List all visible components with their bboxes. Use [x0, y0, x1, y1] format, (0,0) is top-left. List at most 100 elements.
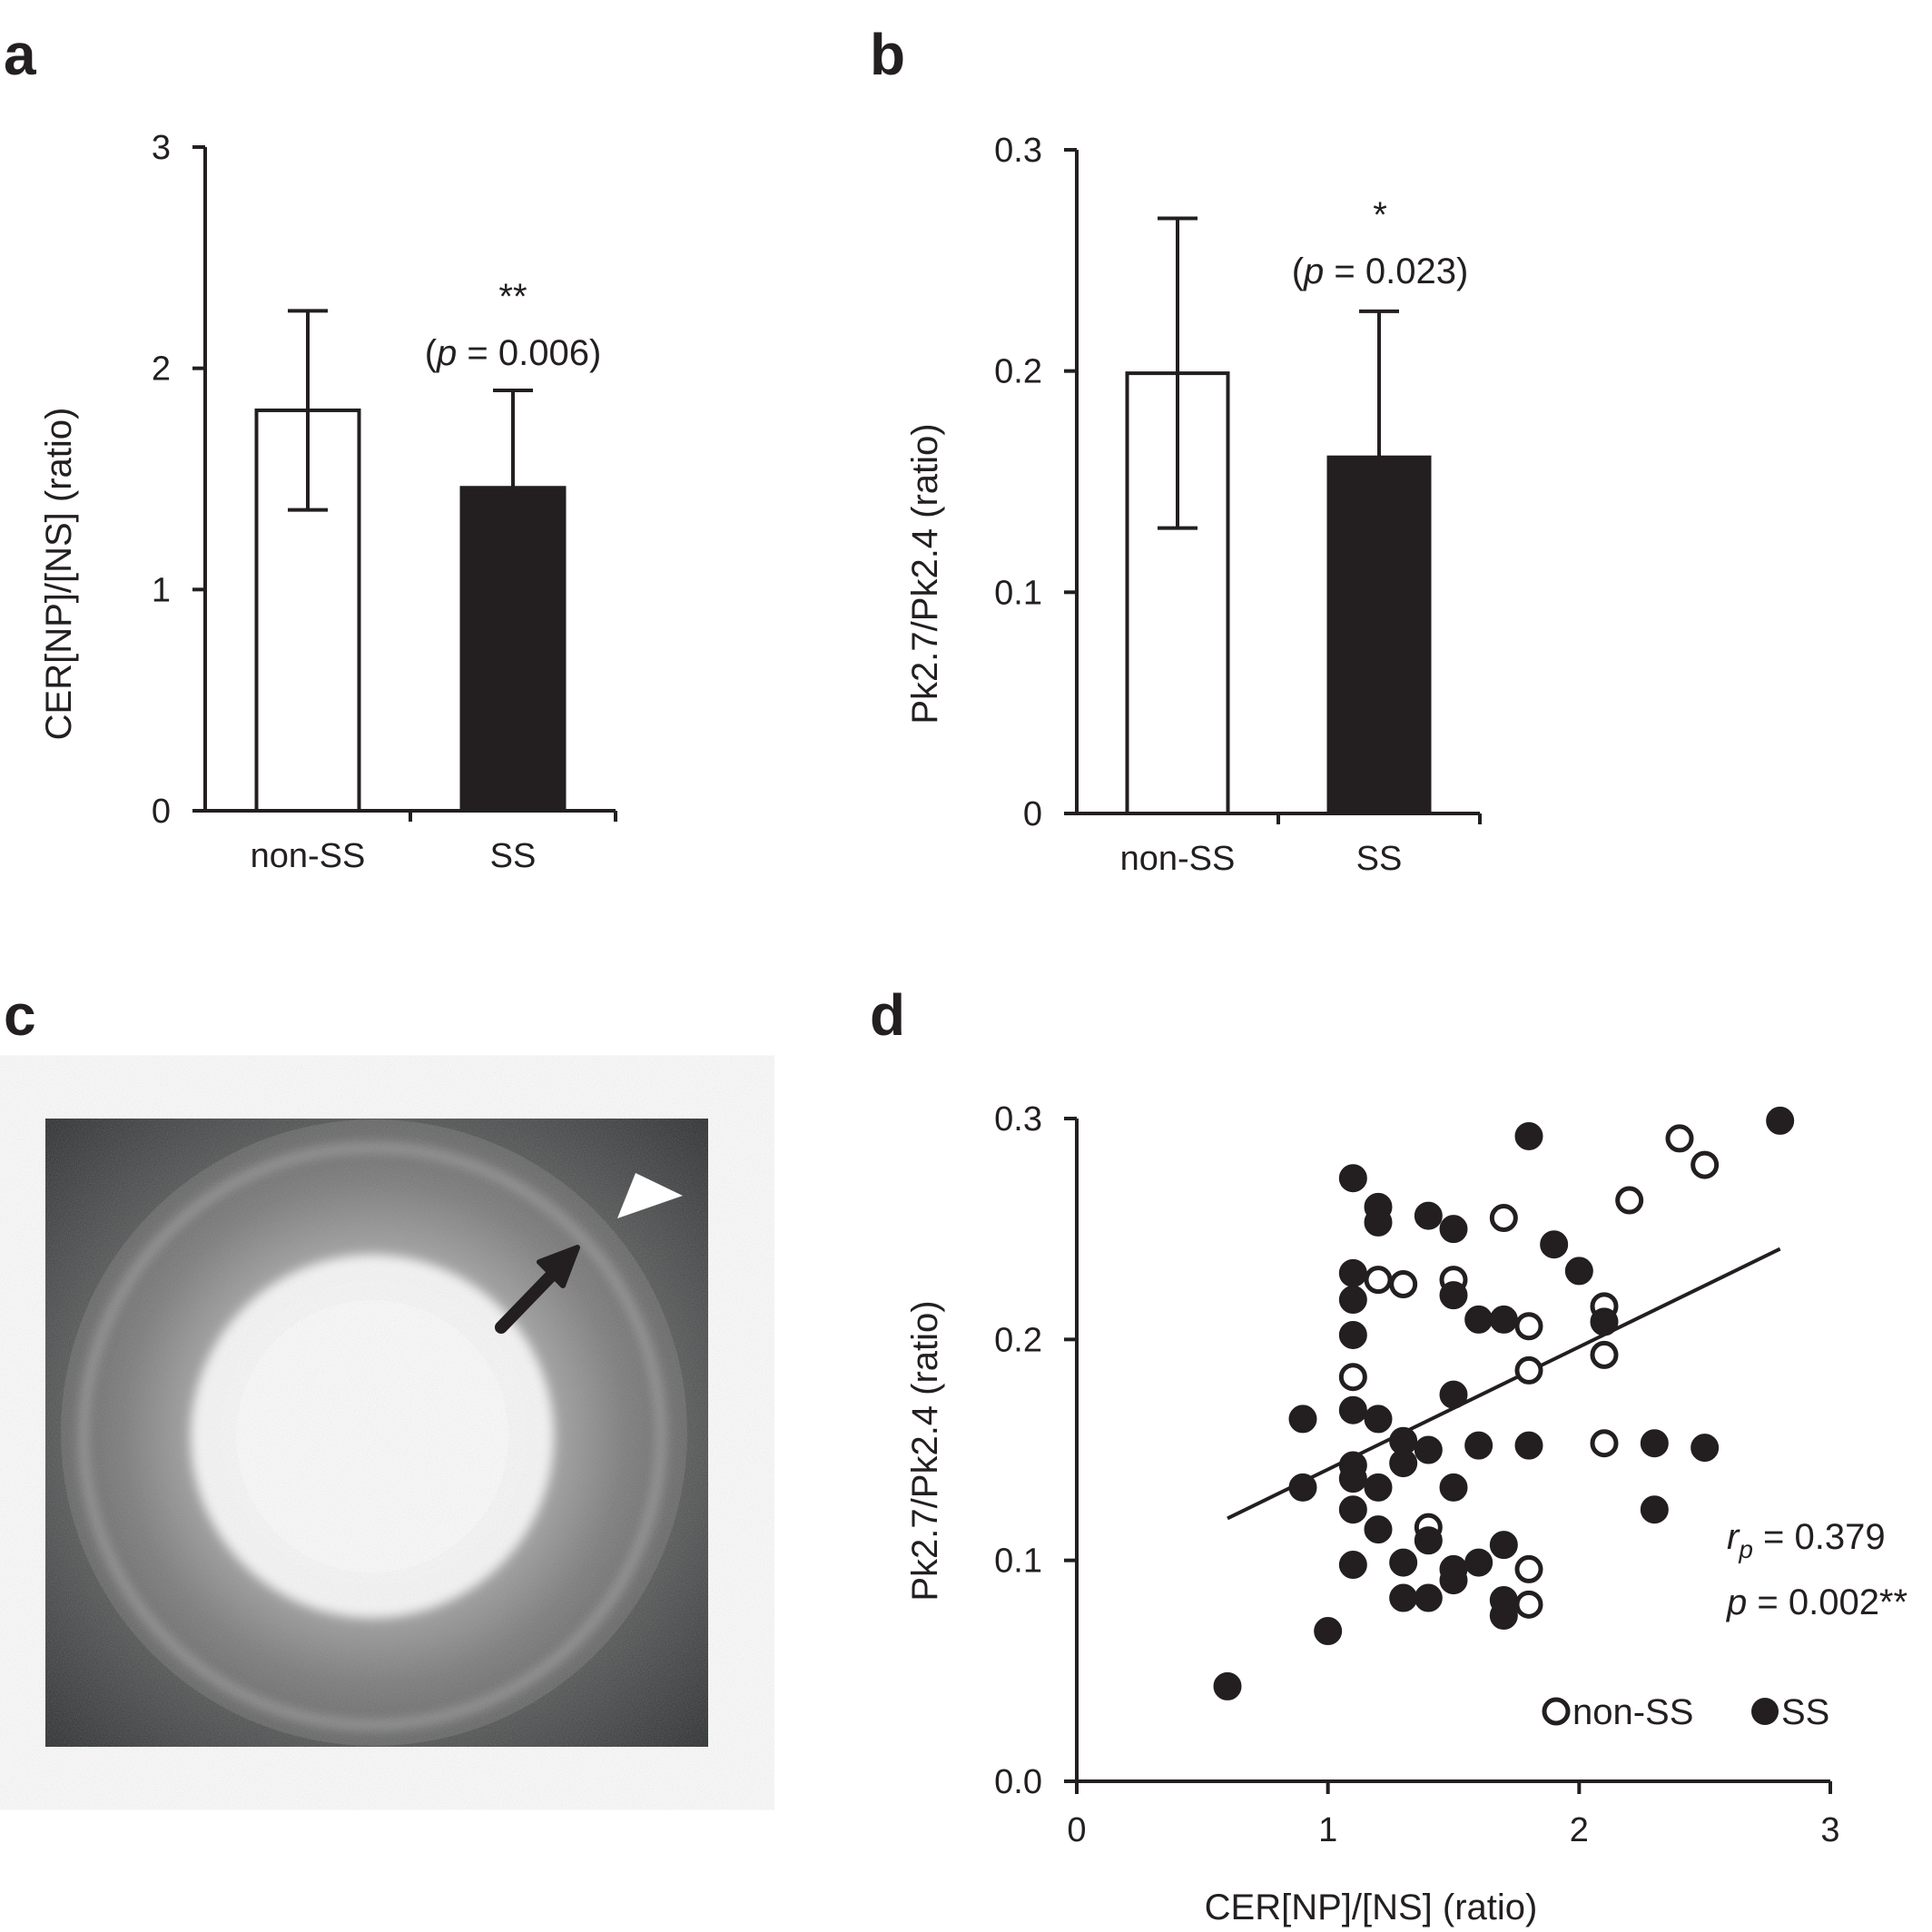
y-tick-label: 0.2: [994, 353, 1042, 391]
y-tick-label: 1: [152, 571, 171, 609]
correlation-p-value: p = 0.002**: [1726, 1582, 1907, 1622]
point-ss: [1338, 1164, 1367, 1193]
y-tick-label: 0.3: [994, 1100, 1042, 1138]
point-non-ss: [1514, 1590, 1543, 1619]
point-ss: [1690, 1434, 1720, 1463]
y-tick-label: 0.1: [994, 574, 1042, 612]
point-non-ss: [1514, 1554, 1543, 1583]
y-tick-label: 0.3: [994, 132, 1042, 170]
p-value-annotation-b: (p = 0.023): [1292, 251, 1469, 291]
y-tick-label: 2: [152, 350, 171, 389]
point-ss: [1338, 1258, 1367, 1287]
legend: non-SS SS: [1542, 1692, 1829, 1732]
arrowhead-marker-icon: [617, 1173, 683, 1218]
point-ss: [1288, 1405, 1317, 1434]
arrow-icon: [495, 1245, 580, 1334]
point-non-ss: [1590, 1340, 1619, 1369]
point-ss: [1439, 1566, 1468, 1595]
x-tick-label: SS: [1356, 840, 1403, 878]
point-ss: [1389, 1583, 1418, 1612]
x-tick-label: 0: [1067, 1811, 1086, 1849]
point-ss: [1464, 1431, 1493, 1460]
point-non-ss: [1364, 1266, 1393, 1295]
point-ss: [1640, 1495, 1669, 1524]
point-ss: [1489, 1305, 1518, 1334]
point-ss: [1439, 1380, 1468, 1409]
point-ss: [1590, 1307, 1619, 1336]
p-value-annotation-a: (p = 0.006): [425, 333, 602, 373]
y-tick-label: 0.1: [994, 1543, 1042, 1581]
scatter-chart-d: 0.0 0.1 0.2 0.3 0 1 2 3: [994, 1100, 1839, 1849]
x-tick-label: non-SS: [251, 837, 366, 875]
x-axis-label-d: CER[NP]/[NS] (ratio): [1205, 1888, 1538, 1927]
x-tick-label: 2: [1570, 1811, 1589, 1849]
point-ss: [1414, 1526, 1443, 1555]
point-ss: [1364, 1208, 1393, 1237]
point-ss: [1766, 1106, 1795, 1135]
correlation-coefficient: rp = 0.379: [1727, 1517, 1886, 1563]
y-tick-label: 0: [152, 793, 171, 831]
point-ss: [1364, 1515, 1393, 1544]
bar-ss: [1326, 455, 1432, 815]
x-tick-label: SS: [490, 837, 537, 875]
point-ss: [1338, 1320, 1367, 1349]
point-non-ss: [1389, 1270, 1418, 1298]
point-ss: [1489, 1531, 1518, 1560]
point-ss: [1464, 1548, 1493, 1577]
point-ss: [1540, 1230, 1569, 1259]
point-ss: [1338, 1464, 1367, 1493]
point-ss: [1389, 1548, 1418, 1577]
point-ss: [1564, 1257, 1593, 1286]
legend-marker-non-ss: [1542, 1697, 1571, 1726]
point-ss: [1514, 1431, 1543, 1460]
point-ss: [1364, 1405, 1393, 1434]
y-tick-label: 0.2: [994, 1321, 1042, 1359]
point-non-ss: [1590, 1429, 1619, 1458]
point-ss: [1414, 1435, 1443, 1464]
point-ss: [1314, 1617, 1343, 1646]
legend-marker-ss: [1751, 1698, 1779, 1725]
point-non-ss: [1690, 1150, 1720, 1179]
y-axis-label-a: CER[NP]/[NS] (ratio): [39, 408, 79, 741]
panel-label-d: d: [870, 982, 905, 1048]
point-ss: [1338, 1395, 1367, 1424]
x-tick-label: non-SS: [1120, 840, 1236, 878]
bar-chart-a: 0 1 2 3 non-SS SS: [152, 129, 617, 875]
point-ss: [1338, 1286, 1367, 1315]
y-axis-label-d: Pk2.7/Pk2.4 (ratio): [905, 1300, 945, 1601]
bar-ss: [459, 486, 567, 813]
legend-label-ss: SS: [1781, 1692, 1829, 1732]
point-ss: [1213, 1671, 1242, 1700]
point-ss: [1414, 1583, 1443, 1612]
x-tick-label: 3: [1820, 1811, 1839, 1849]
point-non-ss: [1338, 1363, 1367, 1392]
x-tick-label: 1: [1318, 1811, 1337, 1849]
point-ss: [1338, 1551, 1367, 1580]
regression-line: [1227, 1247, 1781, 1521]
point-ss: [1640, 1429, 1669, 1458]
point-ss: [1439, 1215, 1468, 1244]
legend-label-non-ss: non-SS: [1572, 1692, 1693, 1732]
point-ss: [1364, 1473, 1393, 1502]
diffraction-image: [45, 1119, 708, 1747]
y-tick-label: 0: [1023, 795, 1042, 833]
point-ss: [1414, 1201, 1443, 1230]
point-ss: [1389, 1449, 1418, 1478]
point-ss: [1514, 1121, 1543, 1150]
point-ss: [1464, 1305, 1493, 1334]
point-non-ss: [1665, 1124, 1694, 1153]
point-ss: [1439, 1281, 1468, 1310]
significance-stars-a: **: [498, 277, 527, 317]
point-ss: [1439, 1473, 1468, 1502]
y-axis-label-b: Pk2.7/Pk2.4 (ratio): [905, 423, 945, 724]
y-tick-label: 3: [152, 129, 171, 167]
panel-label-c: c: [4, 982, 36, 1048]
bar-chart-b: 0 0.1 0.2 0.3 non-SS SS: [994, 132, 1482, 878]
panel-label-a: a: [4, 22, 36, 87]
significance-stars-b: *: [1373, 195, 1387, 235]
point-ss: [1338, 1495, 1367, 1524]
y-tick-label: 0.0: [994, 1763, 1042, 1801]
point-ss: [1489, 1602, 1518, 1630]
point-non-ss: [1514, 1312, 1543, 1341]
